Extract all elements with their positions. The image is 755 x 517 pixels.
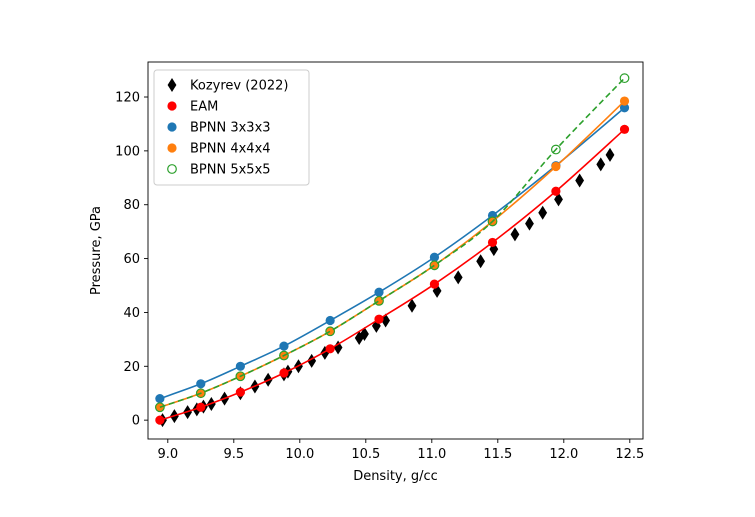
data-point (429, 252, 440, 262)
legend-entry: EAM (167, 100, 218, 115)
data-point (320, 345, 330, 360)
data-point (619, 124, 630, 134)
data-point (476, 254, 486, 269)
legend-entry: Kozyrev (2022) (167, 78, 288, 94)
axes: 9.0 9.5 10.0 10.5 11.0 11.5 12.0 12.5 0 20 40 60 80 1… (115, 61, 644, 462)
axes-frame (147, 61, 644, 440)
x-tick-label: 10.0 (285, 447, 314, 462)
data-point (619, 103, 630, 113)
x-tick-label: 12.5 (615, 447, 644, 462)
series-line-2 (159, 107, 626, 400)
data-point (453, 270, 463, 285)
data-point (538, 205, 548, 220)
data-point (487, 237, 498, 248)
data-point (307, 353, 317, 368)
data-point (374, 295, 384, 306)
legend-marker (167, 78, 177, 92)
legend-marker (167, 164, 177, 174)
series-line-1 (159, 128, 626, 421)
y-tick-label: 20 (123, 360, 140, 375)
data-point (279, 350, 289, 361)
legend: Kozyrev (2022) EAM BPNN 3x3x3 BPNN 4x4x4 BPN… (153, 69, 310, 186)
data-point (325, 326, 336, 337)
data-point (235, 361, 245, 371)
x-tick-label: 11.0 (417, 447, 446, 462)
data-point (550, 144, 561, 155)
data-point (235, 371, 246, 382)
data-point (619, 96, 630, 106)
data-point (596, 157, 606, 172)
legend-marker (167, 143, 177, 153)
y-tick-label: 120 (115, 91, 140, 106)
data-point (155, 394, 165, 404)
data-point (325, 315, 335, 326)
x-axis-label: Density, g/cc (353, 469, 438, 484)
y-tick-label: 100 (115, 144, 140, 159)
legend-entry: BPNN 5x5x5 (167, 163, 271, 178)
legend-label: BPNN 3x3x3 (190, 121, 271, 136)
data-point (374, 314, 384, 324)
data-point (605, 147, 615, 162)
y-tick-label: 40 (123, 306, 140, 321)
legend-box (153, 69, 310, 186)
data-point (333, 340, 343, 355)
data-point (325, 344, 335, 354)
data-point (487, 216, 498, 227)
series-4 (154, 73, 630, 413)
x-tick-label: 11.5 (483, 447, 512, 462)
data-point (619, 73, 630, 84)
x-tick-label: 9.5 (223, 447, 244, 462)
series-line-4 (159, 77, 626, 408)
data-point (525, 216, 534, 231)
legend-marker (167, 101, 177, 111)
data-point (551, 186, 561, 196)
x-tick-label: 10.5 (351, 447, 380, 462)
data-point (196, 402, 206, 412)
legend-label: BPNN 4x4x4 (190, 142, 271, 157)
legend-entry: BPNN 4x4x4 (167, 142, 271, 157)
y-tick-label: 60 (123, 252, 140, 267)
y-axis-label: Pressure, GPa (89, 206, 104, 295)
data-point (155, 415, 165, 425)
legend-marker (167, 122, 177, 132)
data-point (551, 161, 561, 172)
series-1 (155, 124, 630, 425)
data-point (374, 287, 384, 297)
data-point (195, 388, 206, 399)
plot-content (154, 73, 630, 428)
data-point (510, 227, 520, 242)
y-tick-label: 0 (132, 414, 140, 429)
data-point (279, 341, 289, 351)
data-point (360, 326, 369, 341)
legend-label: Kozyrev (2022) (190, 79, 288, 94)
x-tick-label: 9.0 (157, 447, 178, 462)
legend-entry: BPNN 3x3x3 (167, 121, 271, 136)
data-point (154, 402, 165, 413)
y-tick-label: 80 (123, 198, 140, 213)
legend-label: BPNN 5x5x5 (190, 163, 271, 178)
data-point (325, 326, 335, 336)
data-point (429, 279, 440, 289)
legend-label: EAM (190, 100, 218, 115)
data-point (575, 173, 585, 188)
data-point (429, 260, 440, 271)
data-point (235, 387, 245, 397)
data-point (279, 368, 289, 378)
plot-area (154, 73, 630, 428)
data-point (407, 298, 417, 313)
x-tick-label: 12.0 (549, 447, 578, 462)
data-point (196, 379, 206, 389)
